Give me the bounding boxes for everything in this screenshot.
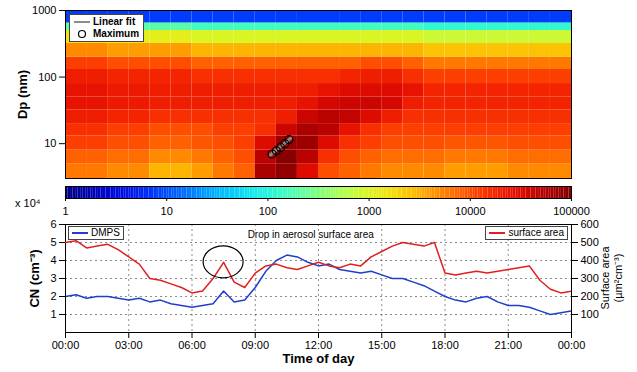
svg-text:06:00: 06:00 xyxy=(178,339,206,351)
html-text:Linear fit: Linear fit xyxy=(93,16,136,27)
html-text:x 10⁴: x 10⁴ xyxy=(15,197,41,209)
svg-text:CN (cm⁻³): CN (cm⁻³) xyxy=(27,249,42,307)
svg-text:100: 100 xyxy=(38,71,56,83)
svg-text:100000: 100000 xyxy=(553,205,590,216)
svg-text:Dp (nm): Dp (nm) xyxy=(15,70,30,119)
svg-text:5: 5 xyxy=(50,236,56,248)
html-text:DMPS: DMPS xyxy=(91,227,120,238)
html-text:surface area: surface area xyxy=(508,227,564,238)
svg-text:10: 10 xyxy=(44,137,56,149)
svg-text:Time of day: Time of day xyxy=(282,351,355,366)
svg-text:21:00: 21:00 xyxy=(494,339,522,351)
svg-text:09:00: 09:00 xyxy=(241,339,269,351)
svg-text:00:00: 00:00 xyxy=(52,339,80,351)
svg-text:(µm²cm⁻³): (µm²cm⁻³) xyxy=(612,254,624,303)
svg-text:Surface area: Surface area xyxy=(599,246,611,310)
svg-text:12:00: 12:00 xyxy=(305,339,333,351)
svg-text:15:00: 15:00 xyxy=(368,339,396,351)
svg-text:500: 500 xyxy=(581,236,599,248)
svg-text:10: 10 xyxy=(161,205,173,216)
svg-text:1: 1 xyxy=(62,205,68,216)
svg-text:00:00: 00:00 xyxy=(558,339,586,351)
svg-text:200: 200 xyxy=(581,290,599,302)
svg-text:18:00: 18:00 xyxy=(431,339,459,351)
svg-text:03:00: 03:00 xyxy=(115,339,143,351)
html-text:Maximum: Maximum xyxy=(93,28,140,39)
svg-text:1000: 1000 xyxy=(357,205,381,216)
svg-text:4: 4 xyxy=(50,254,56,266)
svg-text:600: 600 xyxy=(581,218,599,230)
svg-text:2: 2 xyxy=(50,290,56,302)
svg-text:1: 1 xyxy=(50,308,56,320)
svg-text:100: 100 xyxy=(259,205,277,216)
svg-text:300: 300 xyxy=(581,272,599,284)
svg-text:10000: 10000 xyxy=(455,205,486,216)
svg-text:Drop in aerosol surface area: Drop in aerosol surface area xyxy=(248,229,375,240)
svg-text:6: 6 xyxy=(50,218,56,230)
svg-text:100: 100 xyxy=(581,308,599,320)
svg-text:3: 3 xyxy=(50,272,56,284)
svg-text:1000: 1000 xyxy=(32,4,56,16)
svg-text:400: 400 xyxy=(581,254,599,266)
